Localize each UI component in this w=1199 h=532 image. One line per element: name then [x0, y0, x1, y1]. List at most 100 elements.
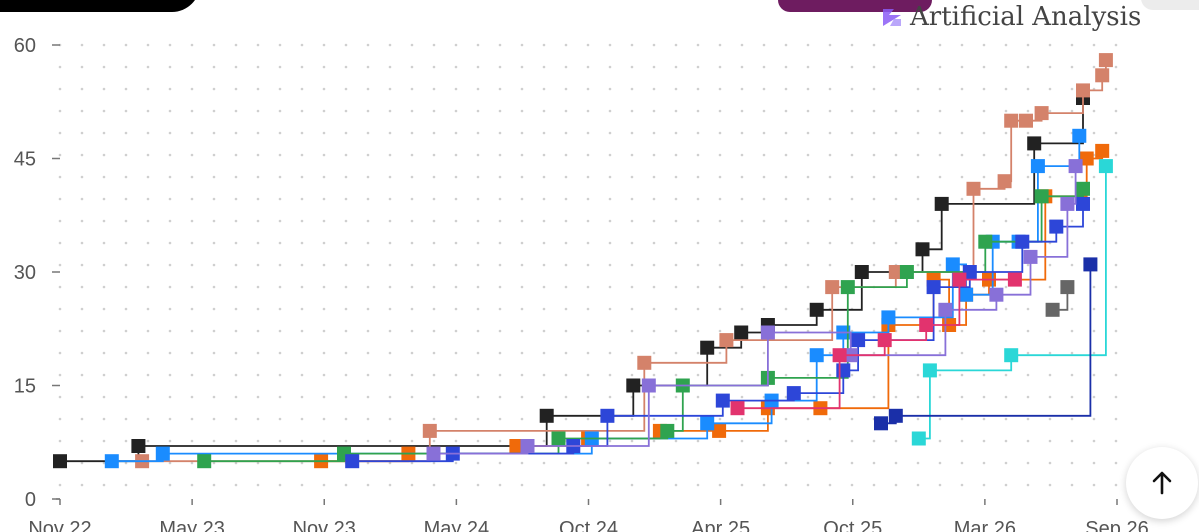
- grid-dot: [410, 483, 414, 487]
- grid-dot: [454, 241, 458, 245]
- grid-dot: [366, 329, 370, 333]
- grid-dot: [1092, 285, 1096, 289]
- grid-dot: [454, 285, 458, 289]
- grid-dot: [168, 439, 172, 443]
- grid-dot: [102, 439, 106, 443]
- grid-dot: [476, 483, 480, 487]
- grid-dot: [476, 439, 480, 443]
- grid-dot: [762, 109, 766, 113]
- grid-dot: [718, 87, 722, 91]
- grid-dot: [476, 395, 480, 399]
- grid-dot: [960, 197, 964, 201]
- grid-dot: [344, 439, 348, 443]
- grid-dot: [828, 461, 832, 465]
- grid-dot: [564, 131, 568, 135]
- data-point: [760, 325, 775, 340]
- grid-dot: [234, 285, 238, 289]
- grid-dot: [872, 483, 876, 487]
- grid-dot: [102, 417, 106, 421]
- x-tick-label: May 23: [159, 518, 225, 532]
- data-point: [509, 439, 524, 453]
- data-point: [641, 378, 656, 393]
- grid-dot: [806, 461, 810, 465]
- grid-dot: [168, 43, 172, 47]
- grid-dot: [806, 241, 810, 245]
- grid-dot: [916, 131, 920, 135]
- grid-dot: [916, 483, 920, 487]
- grid-dot: [696, 65, 700, 69]
- grid-dot: [586, 263, 590, 267]
- grid-dot: [388, 373, 392, 377]
- grid-dot: [872, 395, 876, 399]
- grid-dot: [102, 65, 106, 69]
- grid-dot: [476, 175, 480, 179]
- grid-dot: [190, 373, 194, 377]
- x-tick-label: Oct 24: [559, 518, 618, 532]
- grid-dot: [410, 329, 414, 333]
- grid-dot: [696, 417, 700, 421]
- data-point: [888, 408, 903, 423]
- grid-dot: [146, 307, 150, 311]
- grid-dot: [80, 263, 84, 267]
- grid-dot: [1026, 109, 1030, 113]
- grid-dot: [696, 43, 700, 47]
- grid-dot: [80, 483, 84, 487]
- grid-dot: [278, 65, 282, 69]
- grid-dot: [982, 131, 986, 135]
- grid-dot: [278, 417, 282, 421]
- grid-dot: [1092, 417, 1096, 421]
- grid-dot: [1026, 483, 1030, 487]
- grid-dot: [938, 175, 942, 179]
- x-axis: Nov 22 May 23 Nov 23 May 24 Oct 24 Apr 25 Oct …: [28, 498, 1149, 532]
- grid-dot: [80, 395, 84, 399]
- grid-dot: [322, 395, 326, 399]
- grid-dot: [454, 351, 458, 355]
- grid-dot: [784, 197, 788, 201]
- grid-dot: [608, 43, 612, 47]
- grid-dot: [168, 219, 172, 223]
- grid-dot: [278, 395, 282, 399]
- grid-dot: [828, 241, 832, 245]
- grid-dot: [960, 439, 964, 443]
- grid-dot: [674, 109, 678, 113]
- grid-dot: [652, 439, 656, 443]
- grid-dot: [630, 109, 634, 113]
- grid-dot: [234, 373, 238, 377]
- grid-dot: [432, 131, 436, 135]
- grid-dot: [1048, 439, 1052, 443]
- grid-dot: [1092, 439, 1096, 443]
- data-point: [922, 363, 937, 378]
- grid-dot: [344, 197, 348, 201]
- top-header-right-button[interactable]: [1141, 0, 1199, 10]
- grid-dot: [982, 197, 986, 201]
- grid-dot: [190, 351, 194, 355]
- grid-dot: [234, 307, 238, 311]
- grid-dot: [300, 351, 304, 355]
- grid-dot: [124, 329, 128, 333]
- grid-dot: [388, 439, 392, 443]
- scroll-to-top-button[interactable]: [1126, 447, 1198, 519]
- grid-dot: [740, 263, 744, 267]
- grid-dot: [146, 395, 150, 399]
- grid-dot: [212, 439, 216, 443]
- series-line: [142, 60, 1107, 463]
- grid-dot: [212, 395, 216, 399]
- grid-dot: [256, 395, 260, 399]
- grid-dot: [344, 483, 348, 487]
- grid-dot: [234, 43, 238, 47]
- grid-dot: [300, 417, 304, 421]
- grid-dot: [740, 351, 744, 355]
- data-point: [915, 242, 930, 257]
- grid-dot: [718, 329, 722, 333]
- grid-dot: [542, 197, 546, 201]
- grid-dot: [520, 219, 524, 223]
- grid-dot: [762, 43, 766, 47]
- grid-dot: [1114, 153, 1118, 157]
- grid-dot: [124, 395, 128, 399]
- grid-dot: [1114, 219, 1118, 223]
- grid-dot: [102, 131, 106, 135]
- grid-dot: [344, 285, 348, 289]
- grid-dot: [168, 373, 172, 377]
- grid-dot: [894, 43, 898, 47]
- grid-dot: [586, 197, 590, 201]
